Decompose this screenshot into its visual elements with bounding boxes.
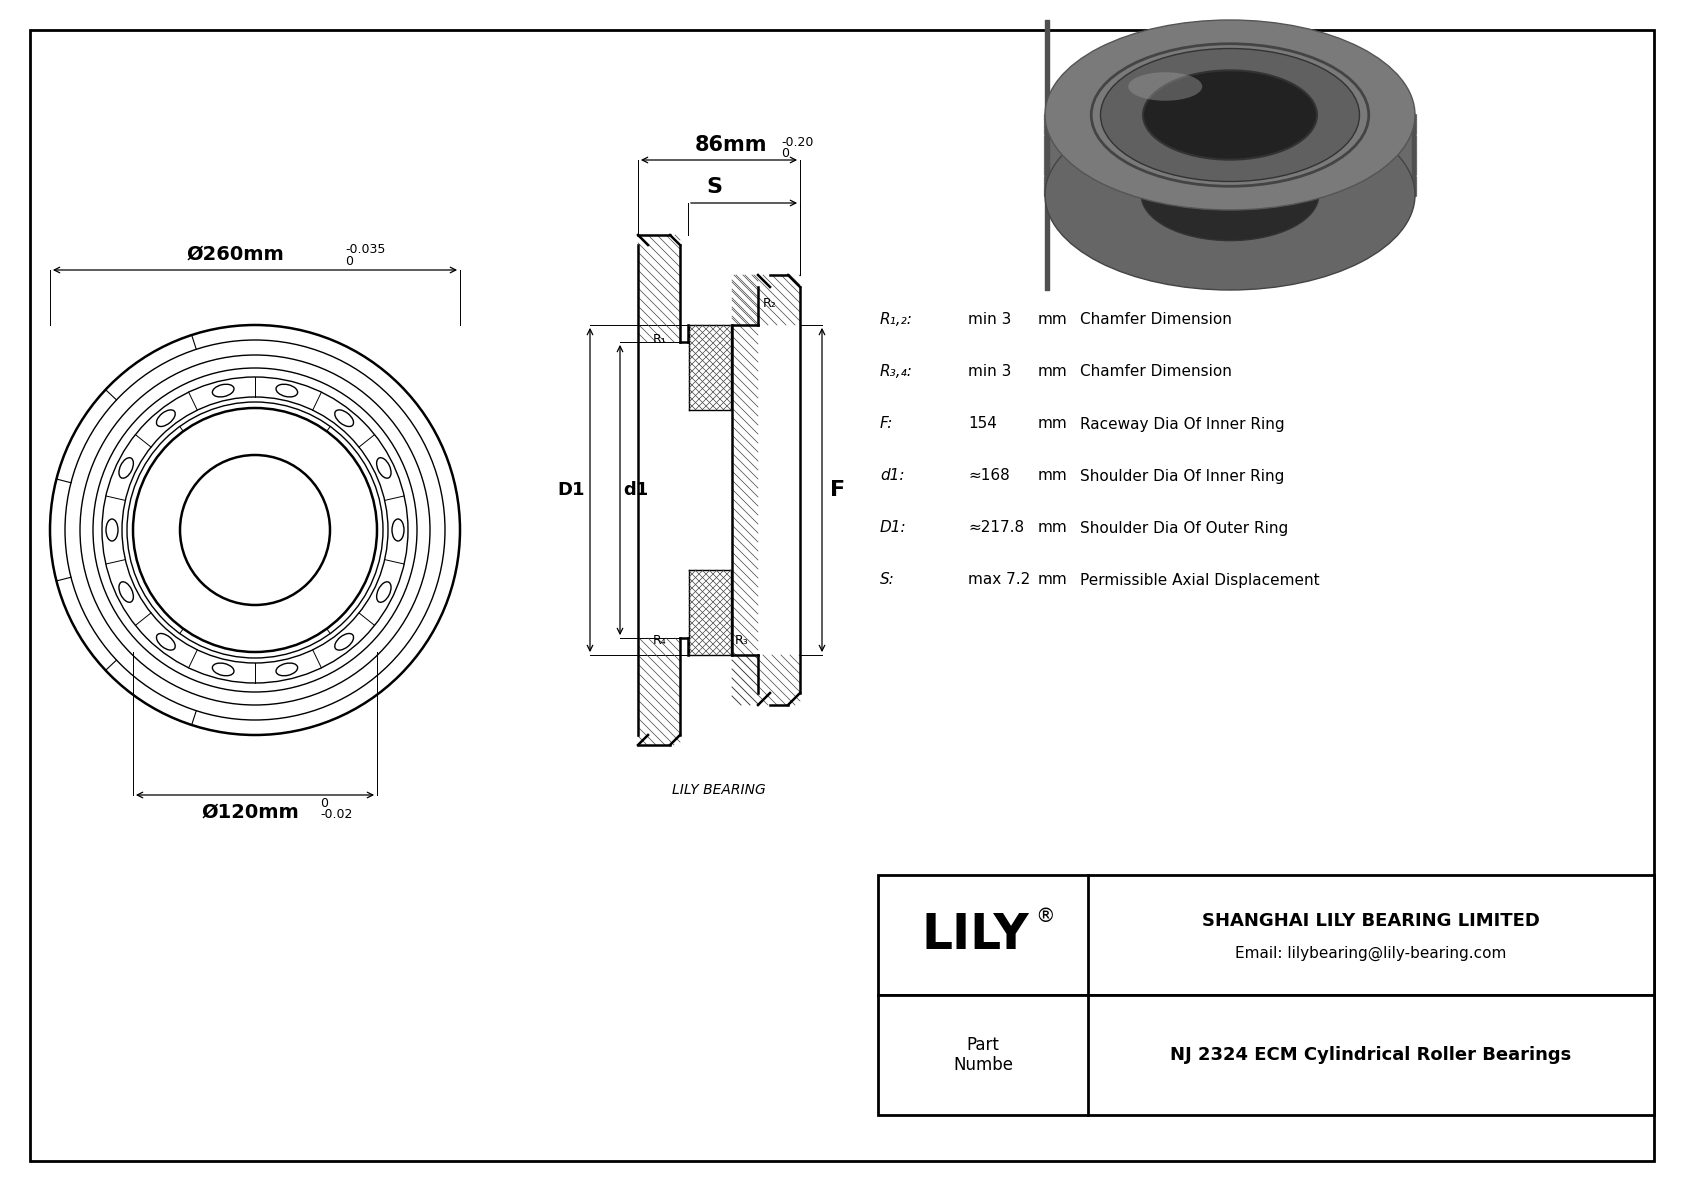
- Text: min 3: min 3: [968, 364, 1012, 380]
- Text: Ø120mm: Ø120mm: [200, 803, 298, 822]
- Ellipse shape: [157, 634, 175, 650]
- Text: min 3: min 3: [968, 312, 1012, 328]
- Text: -0.02: -0.02: [320, 807, 352, 821]
- Ellipse shape: [1128, 73, 1202, 101]
- Ellipse shape: [335, 634, 354, 650]
- Text: Chamfer Dimension: Chamfer Dimension: [1079, 312, 1233, 328]
- Ellipse shape: [120, 457, 133, 479]
- Ellipse shape: [1046, 20, 1415, 210]
- Text: mm: mm: [1037, 417, 1068, 431]
- Text: 0: 0: [781, 146, 790, 160]
- Text: max 7.2: max 7.2: [968, 573, 1031, 587]
- Text: d1:: d1:: [881, 468, 904, 484]
- Bar: [877, 994, 1654, 1115]
- Text: 154: 154: [968, 417, 997, 431]
- Bar: [877, 875, 1654, 994]
- Text: Shoulder Dia Of Inner Ring: Shoulder Dia Of Inner Ring: [1079, 468, 1285, 484]
- Text: R₃: R₃: [734, 634, 749, 647]
- Text: NJ 2324 ECM Cylindrical Roller Bearings: NJ 2324 ECM Cylindrical Roller Bearings: [1170, 1046, 1571, 1064]
- Ellipse shape: [106, 519, 118, 541]
- Ellipse shape: [212, 663, 234, 675]
- Text: Ø260mm: Ø260mm: [187, 245, 285, 264]
- Text: S:: S:: [881, 573, 894, 587]
- Text: 0: 0: [320, 797, 328, 810]
- Text: -0.035: -0.035: [345, 243, 386, 256]
- Text: mm: mm: [1037, 364, 1068, 380]
- Text: mm: mm: [1037, 573, 1068, 587]
- Ellipse shape: [377, 581, 391, 603]
- Ellipse shape: [335, 410, 354, 426]
- Ellipse shape: [1046, 100, 1415, 289]
- Text: mm: mm: [1037, 520, 1068, 536]
- Ellipse shape: [212, 385, 234, 397]
- Text: d1: d1: [623, 481, 648, 499]
- Text: -0.20: -0.20: [781, 136, 813, 149]
- Text: 0: 0: [345, 255, 354, 268]
- Text: mm: mm: [1037, 468, 1068, 484]
- Ellipse shape: [1142, 149, 1319, 241]
- Ellipse shape: [1143, 70, 1317, 160]
- Text: R₁,₂:: R₁,₂:: [881, 312, 913, 328]
- Text: LILY: LILY: [921, 911, 1029, 959]
- Text: 86mm: 86mm: [695, 135, 768, 155]
- Text: Part
Numbe: Part Numbe: [953, 1036, 1014, 1074]
- Text: R₃,₄:: R₃,₄:: [881, 364, 913, 380]
- Ellipse shape: [276, 663, 298, 675]
- Text: mm: mm: [1037, 312, 1068, 328]
- Ellipse shape: [120, 581, 133, 603]
- Text: Chamfer Dimension: Chamfer Dimension: [1079, 364, 1233, 380]
- Ellipse shape: [1091, 44, 1369, 186]
- Text: R₂: R₂: [763, 297, 776, 310]
- Text: R₄: R₄: [652, 634, 665, 647]
- Text: ≈217.8: ≈217.8: [968, 520, 1024, 536]
- Ellipse shape: [157, 410, 175, 426]
- Text: LILY BEARING: LILY BEARING: [672, 782, 766, 797]
- Ellipse shape: [276, 385, 298, 397]
- Text: D1:: D1:: [881, 520, 906, 536]
- Text: Email: lilybearing@lily-bearing.com: Email: lilybearing@lily-bearing.com: [1236, 946, 1507, 961]
- Ellipse shape: [392, 519, 404, 541]
- Text: ≈168: ≈168: [968, 468, 1010, 484]
- Ellipse shape: [1101, 49, 1359, 181]
- Text: S: S: [706, 177, 722, 197]
- Text: Raceway Dia Of Inner Ring: Raceway Dia Of Inner Ring: [1079, 417, 1285, 431]
- Text: ®: ®: [1036, 908, 1054, 927]
- Text: F: F: [830, 480, 845, 500]
- Text: R₁: R₁: [652, 333, 665, 347]
- Text: Shoulder Dia Of Outer Ring: Shoulder Dia Of Outer Ring: [1079, 520, 1288, 536]
- Text: Permissible Axial Displacement: Permissible Axial Displacement: [1079, 573, 1320, 587]
- Ellipse shape: [377, 457, 391, 479]
- Text: F:: F:: [881, 417, 894, 431]
- Text: SHANGHAI LILY BEARING LIMITED: SHANGHAI LILY BEARING LIMITED: [1202, 912, 1539, 930]
- Text: D1: D1: [557, 481, 584, 499]
